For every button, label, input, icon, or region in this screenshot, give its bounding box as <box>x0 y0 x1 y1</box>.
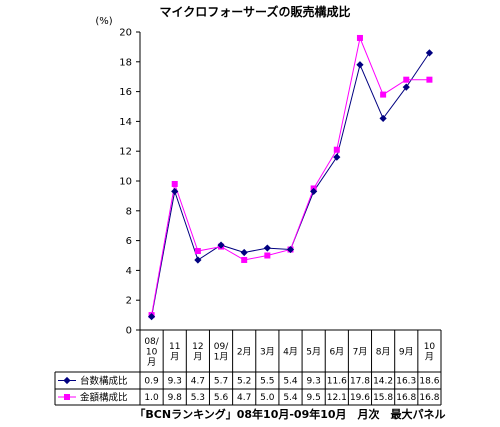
data-table-cell: 9.3 <box>306 377 320 387</box>
data-table-cell: 5.3 <box>191 393 205 403</box>
x-category-label: 10 <box>424 342 436 352</box>
data-table-cell: 14.2 <box>373 377 393 387</box>
data-table-cell: 0.9 <box>144 377 159 387</box>
y-unit-label: (%) <box>95 16 112 27</box>
x-category-label: 10 <box>146 347 158 357</box>
data-point-square <box>194 248 201 255</box>
data-table-cell: 5.5 <box>260 377 274 387</box>
y-tick-label: 10 <box>119 177 132 188</box>
data-table-cell: 16.3 <box>396 377 416 387</box>
data-point-diamond <box>217 241 225 249</box>
data-table-cell: 9.5 <box>306 393 320 403</box>
data-point-square <box>241 256 248 263</box>
data-table-cell: 9.3 <box>168 377 182 387</box>
x-category-label: 月 <box>170 352 179 363</box>
data-table-cell: 19.6 <box>350 393 370 403</box>
x-category-label: 月 <box>147 357 156 368</box>
data-point-square <box>333 146 340 153</box>
data-table-cell: 5.4 <box>283 377 298 387</box>
x-category-label: 9月 <box>399 346 414 357</box>
x-category-label: 3月 <box>260 346 275 357</box>
data-table-cell: 5.4 <box>283 393 298 403</box>
data-point-diamond <box>194 256 202 264</box>
data-point-square <box>356 34 363 41</box>
data-table-cell: 9.8 <box>168 393 183 403</box>
y-tick-label: 4 <box>126 266 132 277</box>
series-markers <box>147 34 434 321</box>
x-category-label: 6月 <box>329 346 344 357</box>
x-category-label: 1月 <box>214 352 229 363</box>
y-tick-label: 8 <box>126 206 132 217</box>
y-tick-label: 20 <box>119 28 132 39</box>
data-table: 台数構成比 0.9 9.3 4.7 5.7 5.2 5.5 5.4 9.3 11.6 17.8 14.… <box>58 375 440 404</box>
data-table-cell: 11.6 <box>327 377 347 387</box>
data-table-cell: 18.6 <box>419 377 439 387</box>
legend-series-name: 金額構成比 <box>80 392 128 404</box>
source-note: 「BCNランキング」08年10月-09年10月 月次 最大パネル <box>134 407 445 421</box>
data-table-cell: 5.6 <box>214 393 229 403</box>
x-category-label: 8月 <box>376 346 391 357</box>
x-category-label: 月 <box>193 352 202 363</box>
y-tick-label: 0 <box>126 326 132 337</box>
data-point-square <box>171 180 178 187</box>
y-tick-label: 6 <box>126 236 132 247</box>
data-point-diamond <box>286 245 295 254</box>
data-point-diamond <box>333 153 341 161</box>
data-table-cell: 4.7 <box>237 393 251 403</box>
x-category-label: 12 <box>192 342 203 352</box>
data-table-cell: 12.1 <box>327 393 347 403</box>
data-table-cell: 15.8 <box>373 393 393 403</box>
data-table-cell: 5.7 <box>214 377 228 387</box>
x-category-label: 7月 <box>353 346 368 357</box>
data-point-square <box>426 76 433 83</box>
chart-title: マイクロフォーサーズの販売構成比 <box>160 4 351 19</box>
data-point-diamond <box>356 61 364 69</box>
data-point-diamond <box>240 248 248 257</box>
x-category-label: 月 <box>425 352 434 363</box>
data-point-square <box>403 76 410 83</box>
series-line <box>151 52 430 317</box>
data-table-cell: 17.8 <box>350 377 370 387</box>
data-point-diamond <box>263 244 271 252</box>
x-category-label: 11 <box>169 342 180 352</box>
y-tick-labels: 0 2 4 6 8 10 12 14 16 18 20 <box>119 28 140 337</box>
legend-marker-diamond <box>63 376 71 385</box>
x-category-label: 08/ <box>144 337 159 347</box>
data-table-cell: 1.0 <box>144 393 159 403</box>
y-tick-label: 16 <box>119 87 132 98</box>
y-tick-label: 18 <box>119 57 132 68</box>
data-point-square <box>380 91 387 98</box>
data-point-diamond <box>310 187 318 196</box>
y-tick-label: 2 <box>126 296 132 307</box>
data-table-cell: 16.8 <box>419 393 439 403</box>
legend-series-name: 台数構成比 <box>80 375 128 387</box>
data-point-diamond <box>425 49 434 57</box>
data-point-diamond <box>379 114 387 123</box>
x-category-label: 5月 <box>306 346 321 357</box>
y-tick-label: 12 <box>119 147 132 158</box>
x-category-label: 09/ <box>214 342 229 352</box>
data-table-cell: 5.0 <box>260 393 275 403</box>
data-point-diamond <box>147 312 156 321</box>
data-point-diamond <box>171 187 179 196</box>
x-category-label: 4月 <box>283 346 298 357</box>
series-lines <box>151 36 430 317</box>
x-category-label: 2月 <box>237 346 252 357</box>
y-tick-label: 14 <box>119 117 132 128</box>
data-point-diamond <box>402 83 410 91</box>
data-table-cell: 4.7 <box>191 377 205 387</box>
data-point-square <box>264 252 271 259</box>
data-table-cell: 16.8 <box>396 393 416 403</box>
data-table-cell: 5.2 <box>237 377 251 387</box>
series-line <box>151 36 430 316</box>
legend-marker-square <box>64 394 70 400</box>
